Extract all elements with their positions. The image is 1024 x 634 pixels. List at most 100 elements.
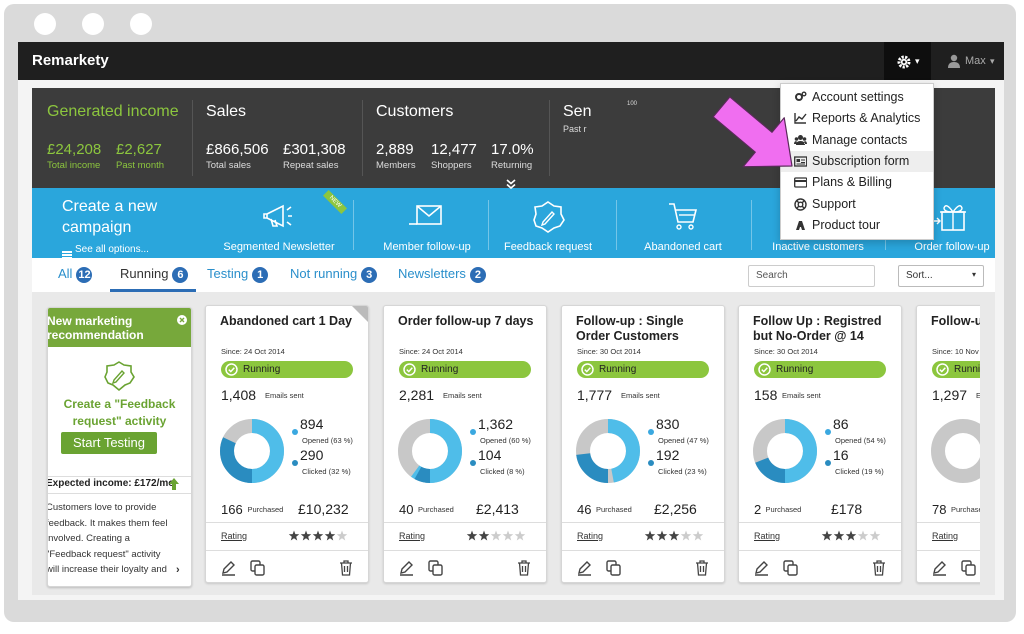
edit-button[interactable] <box>932 560 947 581</box>
search-input[interactable]: Search <box>748 265 875 287</box>
tab[interactable]: Testing 1 <box>207 266 269 283</box>
card-title: Order follow-up 7 days <box>398 314 534 328</box>
menu-item[interactable]: Reports & Analytics <box>812 111 921 126</box>
stat-label: Total income <box>47 160 101 171</box>
clicked-count: 290 <box>300 447 324 463</box>
clicked-label: Clicked (8 %) <box>480 467 525 476</box>
status-pill <box>754 361 886 378</box>
copy-button[interactable] <box>428 560 443 581</box>
stat-value: £24,208 <box>47 141 102 158</box>
up-arrow-svg <box>169 478 179 490</box>
opened-dot <box>648 422 654 440</box>
clicked-arc <box>220 419 284 483</box>
menu-icon-svg <box>794 197 807 211</box>
rating-label[interactable]: Rating <box>399 531 426 541</box>
tab-count: 3 <box>361 267 378 283</box>
rating-stars-svg <box>466 530 526 541</box>
tab[interactable]: Newsletters 2 <box>398 266 486 283</box>
sort-select[interactable]: Sort... <box>898 265 984 287</box>
stat-label: Shoppers <box>431 160 472 171</box>
rating-label[interactable]: Rating <box>221 531 248 541</box>
rating-label[interactable]: Rating <box>932 531 959 541</box>
copy-button[interactable] <box>961 560 976 581</box>
more-arrow[interactable]: › <box>176 564 180 576</box>
menu-item[interactable]: Product tour <box>812 217 881 232</box>
edit-button-svg <box>222 561 235 576</box>
copy-button[interactable] <box>783 560 798 581</box>
purchased-label: Purchased <box>765 505 802 514</box>
rating-label[interactable]: Rating <box>577 531 604 541</box>
opened-label: Opened (54 %) <box>835 436 886 445</box>
opened-dot-svg <box>825 429 831 435</box>
delete-button[interactable] <box>339 560 353 581</box>
clicked-dot-svg <box>470 460 476 466</box>
status-pill <box>399 361 531 378</box>
tab[interactable]: All 12 <box>58 266 93 283</box>
expand-chevron <box>505 177 517 195</box>
copy-button[interactable] <box>250 560 265 581</box>
clicked-dot <box>825 453 831 471</box>
edit-button[interactable] <box>399 560 414 581</box>
menu-item[interactable]: Subscription form <box>812 153 910 168</box>
user-icon <box>948 54 960 68</box>
purchase-amount: £178 <box>831 501 863 517</box>
tab[interactable]: Not running 3 <box>290 266 378 283</box>
menu-icon <box>794 91 807 109</box>
status-icon <box>403 363 416 381</box>
stat-value: 2,889 <box>376 141 414 158</box>
menu-icon-svg <box>796 220 805 230</box>
status-icon-svg <box>758 363 771 376</box>
delete-button[interactable] <box>872 560 886 581</box>
campaign-type[interactable]: Feedback request <box>503 241 593 253</box>
donut-chart-svg <box>753 419 817 483</box>
menu-item[interactable]: Support <box>812 196 856 211</box>
edit-button-svg <box>578 561 591 576</box>
menu-icon-svg <box>794 156 808 167</box>
menu-item[interactable]: Plans & Billing <box>812 175 892 190</box>
delete-button[interactable] <box>695 560 709 581</box>
caret: ▾ <box>915 56 920 66</box>
divider <box>384 550 546 551</box>
divider <box>562 522 724 523</box>
delete-button[interactable] <box>517 560 531 581</box>
tab[interactable]: Running 6 <box>120 266 189 283</box>
menu-item[interactable]: Account settings <box>812 90 904 104</box>
divider <box>739 522 901 523</box>
delete-button-svg <box>340 560 352 576</box>
campaign-type[interactable]: Order follow-up <box>914 241 990 253</box>
menu-item[interactable]: Manage contacts <box>812 132 908 147</box>
recommendation-header-bg <box>48 308 191 347</box>
rating-label[interactable]: Rating <box>754 531 781 541</box>
clicked-dot-svg <box>825 460 831 466</box>
campaign-type[interactable]: Inactive customers <box>772 241 864 253</box>
menu-icon <box>794 219 807 237</box>
donut-chart <box>218 417 286 490</box>
start-testing-button[interactable]: Start Testing <box>61 432 157 454</box>
clicked-arc <box>576 419 640 483</box>
edit-button[interactable] <box>221 560 236 581</box>
see-all-link[interactable]: See all options... <box>75 244 149 255</box>
edit-button[interactable] <box>754 560 769 581</box>
separator <box>549 100 550 176</box>
copy-button[interactable] <box>606 560 621 581</box>
campaign-type[interactable]: Segmented Newsletter <box>223 241 335 253</box>
emails-sent: 1,408 <box>221 387 257 403</box>
user-name[interactable]: Max <box>965 55 986 67</box>
edit-button[interactable] <box>577 560 592 581</box>
opened-arc <box>576 419 640 483</box>
separator <box>362 100 363 176</box>
campaign-type[interactable]: Member follow-up <box>383 241 471 253</box>
campaign-type[interactable]: Abandoned cart <box>644 241 722 253</box>
list-icon-svg <box>62 251 72 259</box>
status-label: Running <box>954 364 980 375</box>
campaign-icon-svg <box>533 201 565 233</box>
brand[interactable]: Remarkety <box>32 52 109 69</box>
divider <box>562 550 724 551</box>
expected-income: Expected income: £172/mo <box>47 478 175 489</box>
opened-count: 830 <box>656 416 680 432</box>
recommendation-header: New marketing recommendation <box>47 314 144 342</box>
gear-icon <box>897 55 911 69</box>
corner-badge <box>352 306 368 327</box>
emails-label: Emails sent <box>621 391 660 400</box>
campaign-card: Follow Up : Registred but No-Order @ 14 S… <box>738 305 902 583</box>
